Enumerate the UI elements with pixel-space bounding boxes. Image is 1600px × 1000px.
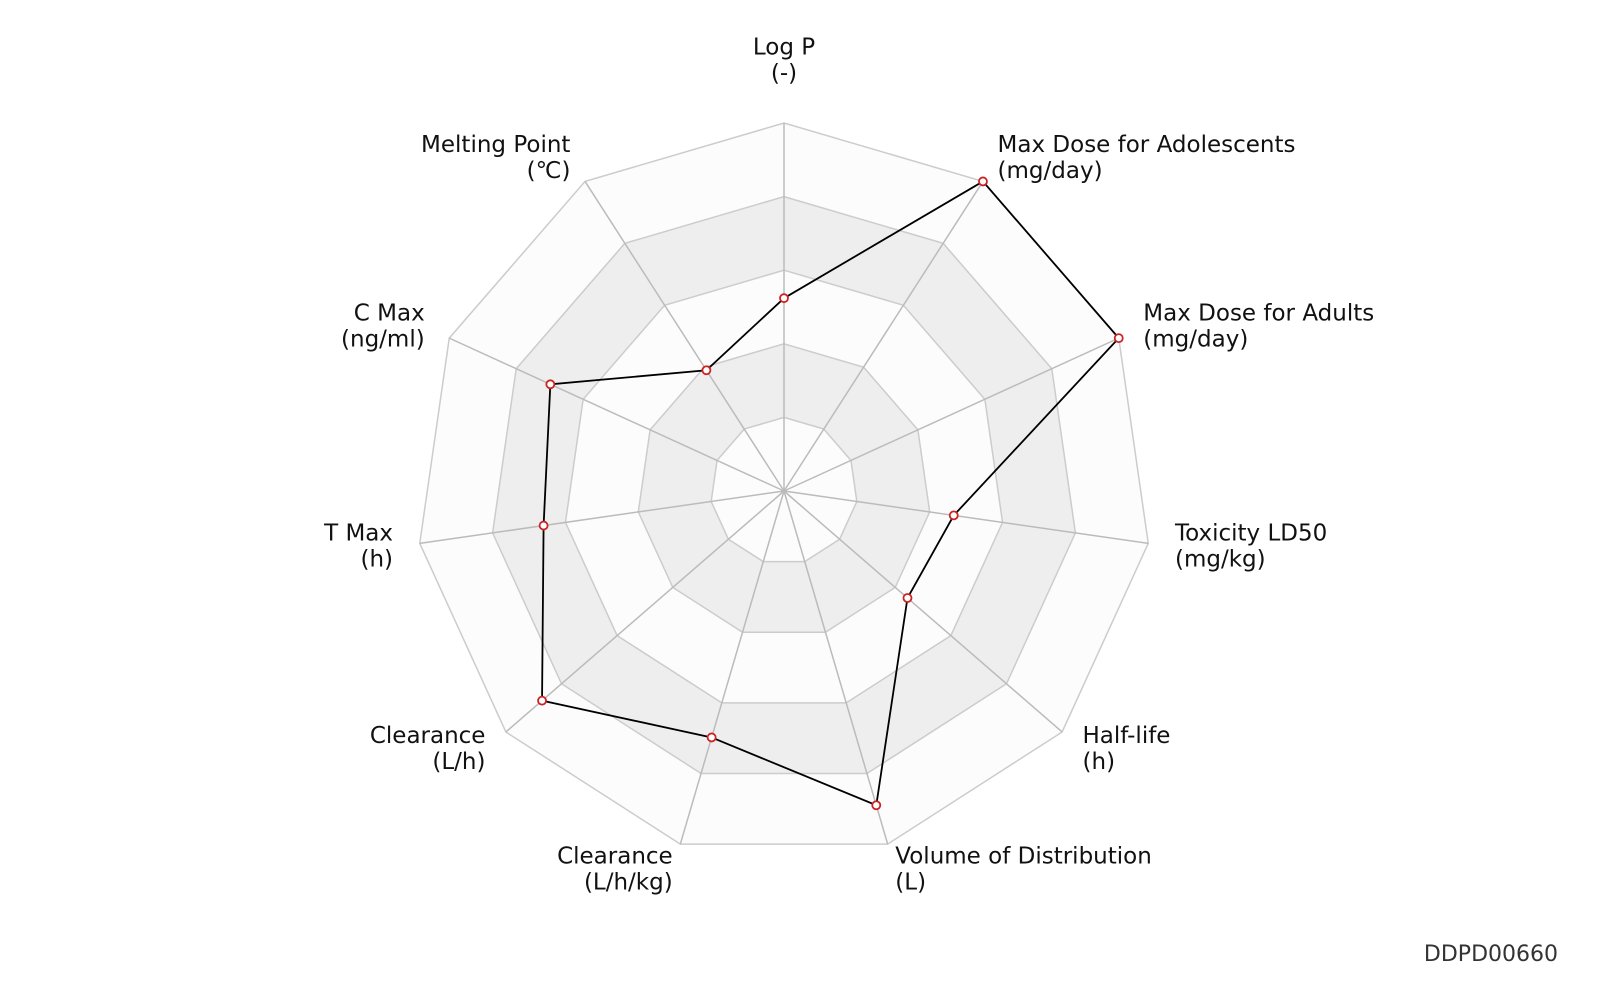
footer: DDPD00660 bbox=[1424, 942, 1558, 967]
axis-label: Log P bbox=[753, 35, 815, 61]
axis-unit: (h) bbox=[360, 547, 393, 573]
data-point bbox=[948, 510, 959, 521]
axis-label: Melting Point bbox=[421, 132, 570, 158]
axis-spoke bbox=[679, 490, 785, 845]
axis-label: Clearance bbox=[557, 843, 673, 869]
axis-spoke bbox=[419, 490, 785, 545]
data-point bbox=[779, 293, 789, 304]
axis-unit: (mg/day) bbox=[1143, 326, 1248, 352]
data-point bbox=[902, 593, 913, 603]
data-point bbox=[1113, 333, 1124, 344]
axis-unit: (L) bbox=[895, 869, 926, 895]
data-point bbox=[538, 520, 549, 531]
axis-spoke bbox=[783, 337, 1120, 492]
axis-spoke bbox=[783, 490, 1149, 545]
axis-unit: (-) bbox=[771, 61, 797, 87]
data-point bbox=[978, 176, 988, 187]
axis-spoke bbox=[783, 490, 889, 845]
series-line bbox=[541, 180, 1120, 807]
axis-label: C Max bbox=[354, 300, 425, 326]
data-point bbox=[871, 800, 882, 811]
axis-label: Half-life bbox=[1083, 723, 1171, 749]
data-point bbox=[701, 365, 712, 376]
axis-label: Toxicity LD50 bbox=[1174, 521, 1327, 547]
axis-unit: (mg/kg) bbox=[1175, 547, 1266, 573]
axis-label: Max Dose for Adults bbox=[1143, 300, 1374, 326]
axis-unit: (L/h/kg) bbox=[584, 869, 673, 895]
data-point bbox=[545, 379, 556, 390]
axis-spoke bbox=[584, 181, 785, 492]
axis-spoke bbox=[783, 490, 1063, 733]
axis-unit: (h) bbox=[1083, 749, 1116, 775]
axis-spoke bbox=[448, 337, 785, 492]
data-point bbox=[706, 732, 717, 743]
data-point bbox=[537, 695, 547, 706]
axis-spoke bbox=[783, 181, 984, 492]
axis-label: Max Dose for Adolescents bbox=[998, 132, 1296, 158]
axis-unit: (ng/ml) bbox=[341, 326, 425, 352]
axis-label: T Max bbox=[323, 521, 393, 547]
axis-unit: (℃) bbox=[527, 158, 571, 184]
axis-label: Clearance bbox=[370, 723, 486, 749]
axis-unit: (L/h) bbox=[432, 749, 485, 775]
axis-label: Volume of Distribution bbox=[895, 843, 1152, 869]
axis-spoke bbox=[505, 490, 785, 733]
axis-unit: (mg/day) bbox=[998, 158, 1103, 184]
